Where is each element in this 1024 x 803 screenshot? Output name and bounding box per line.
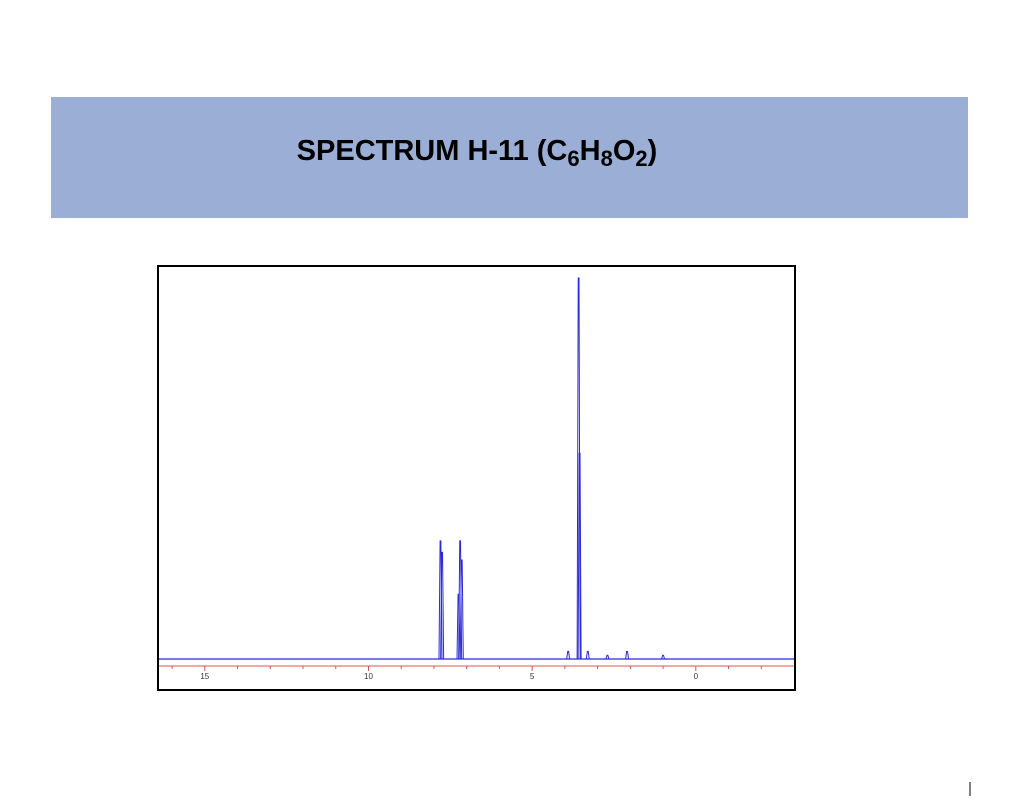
peak — [585, 650, 590, 660]
x-tick-label: 5 — [530, 672, 535, 681]
peak — [459, 559, 464, 660]
title-text: O — [613, 135, 636, 167]
x-tick-label: 0 — [694, 672, 699, 681]
slide-title: SPECTRUM H-11 (C6H8O2) — [297, 135, 658, 171]
peak — [440, 551, 445, 660]
peak — [605, 654, 610, 660]
chart-frame — [157, 265, 796, 691]
x-tick-label: 15 — [200, 672, 209, 681]
peak — [625, 650, 630, 660]
x-tick-label: 10 — [364, 672, 373, 681]
title-text: SPECTRUM H-11 (C — [297, 135, 568, 167]
title-sub: 6 — [567, 146, 579, 171]
title-sub: 8 — [601, 146, 613, 171]
peak — [456, 593, 461, 660]
peak — [577, 452, 582, 660]
title-text: H — [580, 135, 601, 167]
peak — [661, 654, 666, 660]
plot: 15 10 5 0 — [159, 277, 794, 681]
title-band — [51, 97, 968, 218]
title-text: ) — [648, 135, 658, 167]
title-sub: 2 — [635, 146, 647, 171]
peak — [566, 650, 571, 660]
